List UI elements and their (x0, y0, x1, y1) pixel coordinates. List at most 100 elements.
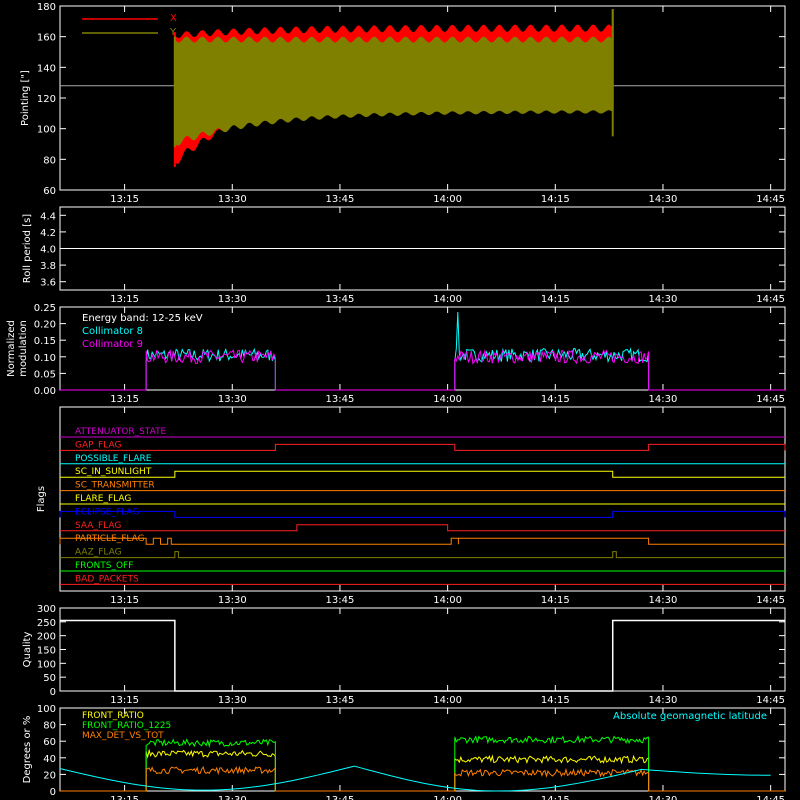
x-tick-label: 14:30 (649, 595, 678, 606)
x-tick-label: 13:30 (218, 194, 247, 205)
flag-label-fronts_off: FRONTS_OFF (75, 561, 133, 571)
y-tick-label: 20 (43, 770, 56, 781)
y-tick-label: 200 (37, 632, 56, 643)
y-tick-label: 0.15 (34, 336, 56, 347)
x-tick-label: 14:45 (756, 194, 785, 205)
flag-line-eclipse_flag (59, 510, 786, 518)
y-tick-label: 100 (37, 704, 56, 715)
y-tick-label: 60 (43, 186, 56, 197)
x-tick-label: 13:30 (218, 695, 247, 706)
y-tick-label: 150 (37, 646, 56, 657)
x-tick-label: 13:45 (326, 595, 355, 606)
x-tick-label: 14:00 (433, 795, 462, 800)
x-tick-label: 13:15 (110, 695, 139, 706)
flag-label-aaz_flag: AAZ_FLAG (75, 548, 122, 558)
legend-label-front_ratio_1225: FRONT_RATIO_1225 (82, 721, 171, 731)
legend-label-geomagnetic-latitude: Absolute geomagnetic latitude (613, 711, 767, 722)
y-tick-label: 0.00 (34, 386, 56, 397)
y-tick-label: 0 (50, 687, 56, 698)
y-tick-label: 100 (37, 659, 56, 670)
flag-label-eclipse_flag: ECLIPSE_FLAG (75, 507, 139, 517)
x-tick-label: 13:15 (110, 795, 139, 800)
panel-5: 13:15 13:30 13:45 14:00 14:15 14:30 14:45 0 50 10… (22, 604, 786, 706)
x-tick-label: 14:15 (541, 595, 570, 606)
quality-line (60, 619, 785, 692)
y-tick-label: 300 (37, 604, 56, 615)
panel-4-frame (59, 406, 786, 592)
x-tick-label: 14:00 (433, 294, 462, 305)
flag-line-particle_flag (59, 537, 785, 545)
x-tick-label: 14:45 (756, 595, 785, 606)
series-y-band (174, 36, 613, 146)
y-axis-label: Quality (22, 632, 33, 668)
flag-label-gap_flag: GAP_FLAG (75, 440, 121, 450)
legend-label-front_ratio: FRONT_RATIO (82, 711, 144, 721)
y-tick-label: 250 (37, 618, 56, 629)
y-tick-label: 100 (37, 125, 56, 136)
y-tick-label: 160 (37, 33, 56, 44)
x-tick-label: 13:15 (110, 394, 139, 405)
flag-line-sc_in_sunlight (60, 470, 785, 478)
legend-label-max_det_vs_tot: MAX_DET_VS_TOT (82, 731, 164, 741)
x-tick-label: 14:45 (756, 294, 785, 305)
flag-line-gap_flag (60, 443, 786, 451)
x-tick-label: 14:45 (756, 394, 785, 405)
x-tick-label: 14:30 (649, 695, 678, 706)
y-tick-label: 0.20 (34, 320, 56, 331)
panel-3: 13:15 13:30 13:45 14:00 14:15 14:30 14:45 0.00 0… (6, 303, 786, 405)
y-tick-label: 3.8 (40, 261, 56, 272)
flag-label-particle_flag: PARTICLE_FLAG (75, 534, 145, 544)
series-front_ratio_1225 (60, 735, 785, 792)
x-tick-label: 14:15 (541, 795, 570, 800)
x-tick-label: 14:30 (649, 194, 678, 205)
x-tick-label: 14:15 (541, 695, 570, 706)
y-tick-label: 120 (37, 94, 56, 105)
y-axis-label: Normalized (6, 320, 17, 377)
flag-label-attenuator_state: ATTENUATOR_STATE (75, 427, 167, 437)
flag-label-possible_flare: POSSIBLE_FLARE (75, 454, 152, 464)
y-tick-label: 4.4 (40, 211, 56, 222)
panel-2: 13:15 13:30 13:45 14:00 14:15 14:30 14:45 3.6 3.… (22, 206, 786, 305)
x-tick-label: 13:15 (110, 194, 139, 205)
legend-label-x: X (170, 13, 177, 24)
panel-4: 13:15 13:30 13:45 14:00 14:15 14:30 14:45 Flags… (36, 406, 786, 606)
annotation-energy-band: Energy band: 12-25 keV (82, 313, 203, 324)
y-tick-label: 140 (37, 63, 56, 74)
flag-label-saa_flag: SAA_FLAG (75, 521, 121, 531)
y-tick-label: 80 (43, 721, 56, 732)
y-tick-label: 3.6 (40, 278, 56, 289)
x-tick-label: 13:45 (326, 394, 355, 405)
flag-label-sc_transmitter: SC_TRANSMITTER (75, 481, 155, 491)
legend-label-y: Y (169, 27, 177, 38)
y-tick-label: 4.0 (40, 245, 56, 256)
x-tick-label: 13:45 (326, 795, 355, 800)
y-tick-label: 40 (43, 754, 56, 765)
series-collimator-9 (60, 349, 785, 391)
legend-label-collimator-9: Collimator 9 (82, 339, 143, 350)
x-tick-label: 14:00 (433, 194, 462, 205)
y-axis-label: Flags (36, 486, 47, 512)
flag-line-aaz_flag (60, 551, 785, 559)
panel-1: 13:15 13:30 13:45 14:00 14:15 14:30 14:45 60 80 1… (20, 2, 786, 205)
x-tick-label: 14:30 (649, 294, 678, 305)
x-tick-label: 13:30 (218, 595, 247, 606)
x-tick-label: 14:15 (541, 194, 570, 205)
y-tick-label: 50 (43, 673, 56, 684)
y-axis-label: Pointing ["] (20, 70, 31, 126)
x-tick-label: 13:45 (326, 194, 355, 205)
flag-label-bad_packets: BAD_PACKETS (75, 574, 139, 584)
x-tick-label: 13:45 (326, 695, 355, 706)
x-tick-label: 13:15 (110, 595, 139, 606)
flag-line-saa_flag (60, 524, 785, 532)
panel-6: 13:15 13:30 13:45 14:00 14:15 14:30 14:45 0 20 40… (22, 704, 786, 800)
series-max_det_vs_tot (60, 765, 785, 792)
x-tick-label: 13:15 (110, 294, 139, 305)
x-tick-label: 14:00 (433, 394, 462, 405)
y-axis-label: Degrees or % (22, 716, 33, 784)
flag-label-sc_in_sunlight: SC_IN_SUNLIGHT (75, 467, 152, 477)
x-tick-label: 13:30 (218, 795, 247, 800)
x-tick-label: 13:30 (218, 294, 247, 305)
flag-label-flare_flag: FLARE_FLAG (75, 494, 131, 504)
x-tick-label: 14:00 (433, 595, 462, 606)
